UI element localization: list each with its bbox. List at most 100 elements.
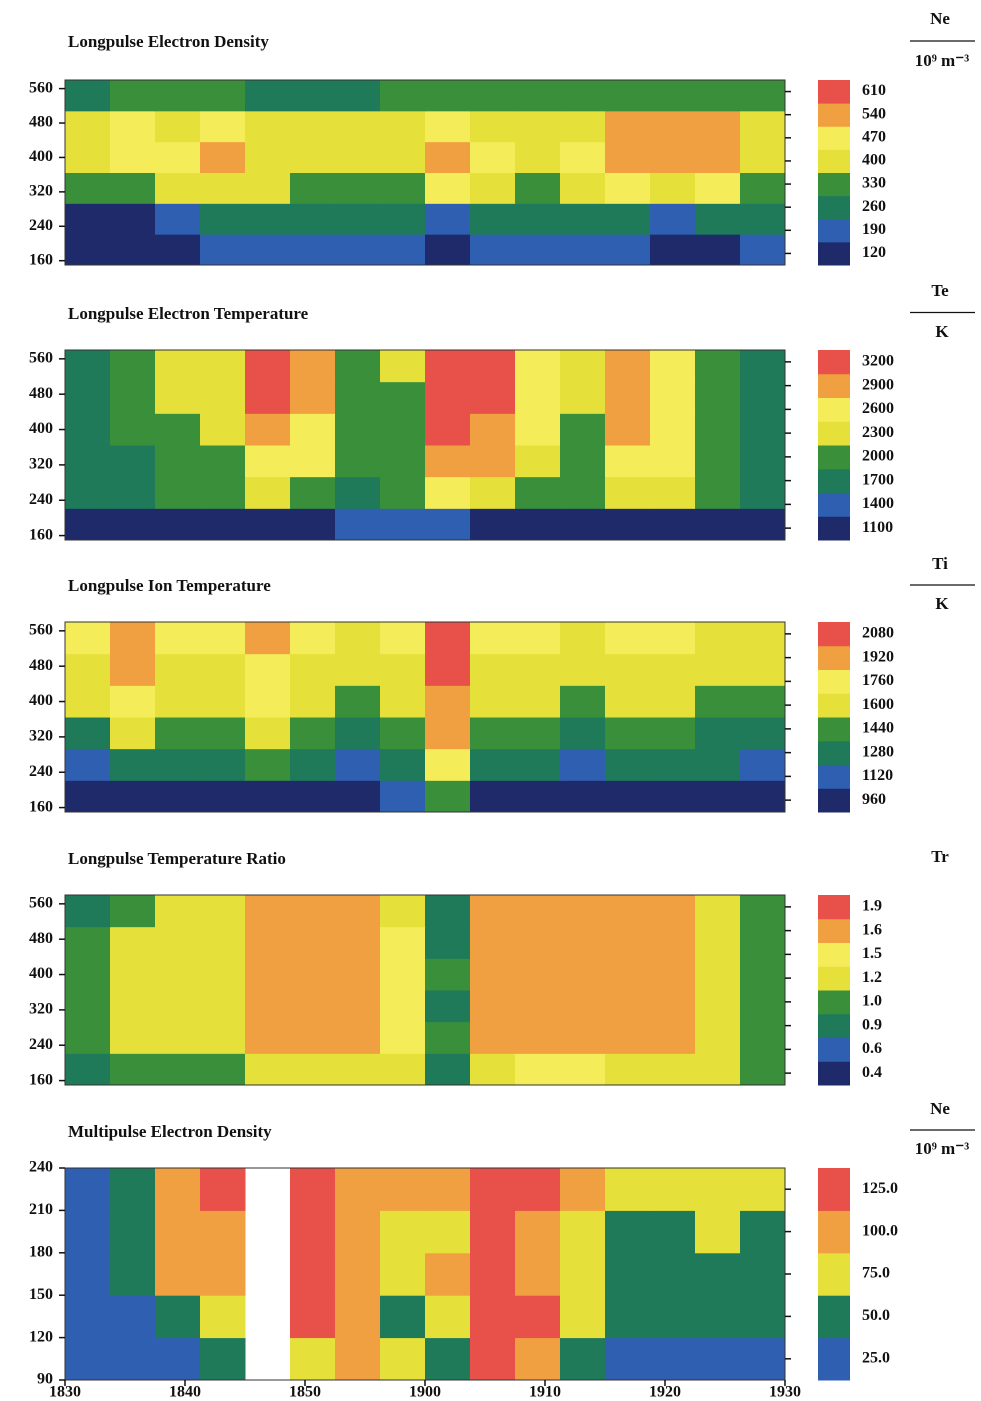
heatmap-cell [650, 203, 696, 235]
heatmap-cell [425, 1295, 471, 1339]
heatmap-cell [470, 234, 516, 266]
heatmap-cell [335, 80, 381, 112]
heatmap-cell [470, 141, 516, 173]
heatmap-cell [65, 958, 111, 991]
heatmap-cell [425, 1252, 471, 1296]
heatmap-cell [155, 1168, 201, 1211]
heatmap-cell [245, 141, 291, 173]
heatmap-cell [380, 508, 426, 541]
heatmap-cell [560, 990, 606, 1023]
heatmap-cell [650, 622, 696, 655]
y-tick-label: 560 [29, 79, 53, 96]
heatmap-cell [605, 1210, 651, 1254]
heatmap-cell [290, 1210, 336, 1254]
colorbar-band [818, 942, 850, 967]
heatmap-cell [380, 1210, 426, 1254]
colorbar-band [818, 669, 850, 694]
heatmap-cell [65, 445, 111, 478]
heatmap-cell [740, 141, 786, 173]
heatmap-cell [605, 1252, 651, 1296]
colorbar-band [818, 1252, 850, 1296]
heatmap-cell [470, 685, 516, 718]
heatmap-cell [605, 110, 651, 143]
heatmap-cell [695, 1210, 741, 1254]
colorbar-tick-label: 540 [862, 105, 886, 122]
heatmap-cell [695, 508, 741, 541]
heatmap-cell [380, 1021, 426, 1054]
heatmap-cell [560, 141, 606, 173]
y-tick-label: 240 [29, 491, 53, 508]
heatmap-cell [515, 234, 561, 266]
heatmap-cell [65, 1337, 111, 1381]
heatmap-cell [245, 1021, 291, 1054]
heatmap-cell [650, 653, 696, 686]
heatmap-cell [470, 717, 516, 750]
colorbar-tick-label: 0.4 [862, 1064, 882, 1081]
x-tick-label: 1920 [649, 1384, 681, 1401]
heatmap-cell [650, 234, 696, 266]
heatmap-cell [650, 1021, 696, 1054]
y-tick-label: 90 [37, 1371, 53, 1388]
heatmap-cell [695, 1337, 741, 1381]
heatmap-cell [290, 1337, 336, 1381]
heatmap-cell [200, 717, 246, 750]
colorbar-band [818, 990, 850, 1015]
heatmap-cell [470, 1337, 516, 1381]
heatmap-cell [380, 172, 426, 204]
colorbar-tick-label: 1.6 [862, 921, 882, 938]
heatmap-cell [65, 895, 111, 928]
heatmap-cell [515, 1021, 561, 1054]
heatmap-cell [200, 1295, 246, 1339]
heatmap-cell [335, 685, 381, 718]
heatmap-cell [515, 110, 561, 143]
heatmap-cell [335, 958, 381, 991]
y-tick-label: 400 [29, 965, 53, 982]
heatmap-cell [560, 780, 606, 813]
heatmap-cell [605, 381, 651, 414]
heatmap-cell [110, 1295, 156, 1339]
heatmap-cell [560, 1295, 606, 1339]
colorbar-tick-label: 330 [862, 175, 886, 192]
heatmap-cell [65, 203, 111, 235]
heatmap-cell [200, 141, 246, 173]
heatmap-cell [515, 685, 561, 718]
heatmap-cell [515, 958, 561, 991]
heatmap-cell [695, 1053, 741, 1086]
heatmap-cell [695, 350, 741, 383]
heatmap-cell [515, 748, 561, 781]
heatmap-cell [335, 990, 381, 1023]
colorbar-band [818, 103, 850, 127]
colorbar-tick-label: 2300 [862, 424, 894, 441]
heatmap-cell [560, 717, 606, 750]
heatmap-cell [380, 203, 426, 235]
heatmap-cell [425, 476, 471, 509]
heatmap-cell [740, 80, 786, 112]
heatmap-cell [335, 1168, 381, 1211]
heatmap-cell [515, 1295, 561, 1339]
heatmap-cell [740, 110, 786, 143]
heatmap-cell [335, 1210, 381, 1254]
heatmap-cell [200, 685, 246, 718]
heatmap-cell [515, 381, 561, 414]
y-tick-label: 240 [29, 763, 53, 780]
colorbar-band [818, 468, 850, 493]
heatmap-cell [380, 653, 426, 686]
heatmap-cell [650, 958, 696, 991]
heatmap-cell [605, 203, 651, 235]
heatmap-cell [335, 717, 381, 750]
heatmap-cell [200, 926, 246, 959]
heatmap-cell [65, 476, 111, 509]
heatmap-cell [605, 622, 651, 655]
heatmap-cell [200, 780, 246, 813]
heatmap-cell [335, 1295, 381, 1339]
heatmap-cell [245, 748, 291, 781]
heatmap-cell [425, 203, 471, 235]
heatmap-cell [650, 1053, 696, 1086]
heatmap-cell [605, 685, 651, 718]
heatmap-cell [740, 445, 786, 478]
heatmap-cell [695, 110, 741, 143]
heatmap-cell [155, 748, 201, 781]
heatmap-cell [290, 381, 336, 414]
heatmap-cell [380, 622, 426, 655]
heatmap-cell [470, 622, 516, 655]
